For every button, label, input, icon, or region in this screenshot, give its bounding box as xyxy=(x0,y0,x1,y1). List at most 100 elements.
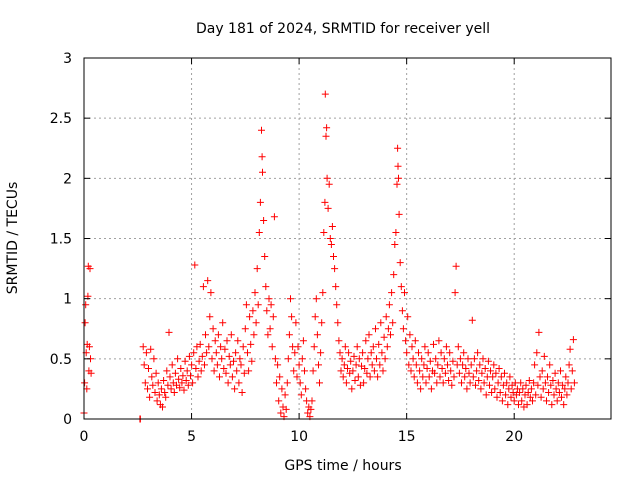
data-point-marker xyxy=(234,337,242,345)
data-point-marker xyxy=(543,397,550,405)
data-point-marker xyxy=(363,369,371,377)
data-point-marker xyxy=(323,124,331,132)
data-point-marker xyxy=(199,283,207,291)
data-point-marker xyxy=(432,355,440,363)
data-point-marker xyxy=(491,385,499,393)
data-point-marker xyxy=(313,331,321,339)
x-tick-label: 10 xyxy=(290,429,308,445)
data-point-marker xyxy=(378,349,386,357)
data-point-marker xyxy=(488,389,496,396)
data-point-marker xyxy=(317,349,325,357)
data-point-marker xyxy=(420,361,428,369)
data-point-marker xyxy=(370,367,378,375)
data-point-marker xyxy=(554,379,562,387)
data-point-marker xyxy=(154,379,162,387)
data-point-marker xyxy=(152,369,160,377)
data-point-marker xyxy=(285,331,293,339)
data-point-marker xyxy=(201,361,208,369)
data-point-marker xyxy=(309,367,317,375)
data-point-marker xyxy=(541,379,549,387)
data-point-marker xyxy=(534,381,542,389)
data-point-marker xyxy=(162,393,170,401)
data-point-marker xyxy=(141,379,149,387)
data-point-marker xyxy=(241,325,249,333)
data-point-marker xyxy=(505,385,513,393)
data-point-marker xyxy=(295,361,303,369)
data-point-marker xyxy=(230,357,237,365)
data-point-marker xyxy=(219,319,227,327)
data-point-marker xyxy=(328,223,336,230)
data-point-marker xyxy=(403,349,411,357)
data-point-marker xyxy=(181,357,189,365)
data-point-marker xyxy=(270,213,278,221)
data-point-marker xyxy=(452,262,460,270)
data-point-marker xyxy=(85,343,93,351)
data-point-marker xyxy=(496,389,504,396)
data-point-marker xyxy=(393,180,401,188)
data-point-marker xyxy=(557,367,564,375)
data-point-marker xyxy=(479,355,487,363)
data-point-marker xyxy=(546,361,554,369)
data-point-marker xyxy=(307,405,315,413)
data-point-marker xyxy=(404,313,412,321)
data-point-marker xyxy=(492,369,500,377)
data-point-marker xyxy=(426,357,434,365)
data-point-marker xyxy=(507,393,515,401)
x-tick-label: 5 xyxy=(187,429,196,445)
x-tick-label: 15 xyxy=(398,429,416,445)
data-point-marker xyxy=(397,283,405,291)
data-point-marker xyxy=(197,367,205,375)
data-point-marker xyxy=(532,391,540,399)
data-point-marker xyxy=(474,349,482,357)
data-point-marker xyxy=(506,373,514,381)
data-point-marker xyxy=(550,391,558,399)
data-point-marker xyxy=(347,357,355,365)
data-point-marker xyxy=(369,343,377,351)
data-point-marker xyxy=(417,385,425,393)
data-point-marker xyxy=(208,355,216,363)
data-point-marker xyxy=(484,357,492,365)
data-point-marker xyxy=(326,235,334,242)
data-point-marker xyxy=(254,301,262,309)
data-point-marker xyxy=(258,153,266,161)
data-point-marker xyxy=(433,379,441,387)
data-point-marker xyxy=(537,393,545,401)
data-point-marker xyxy=(153,397,161,405)
data-point-marker xyxy=(232,349,240,357)
data-point-marker xyxy=(467,361,475,369)
data-point-marker xyxy=(168,361,176,369)
data-point-marker xyxy=(478,369,486,377)
data-point-marker xyxy=(444,361,451,369)
data-point-marker xyxy=(529,397,536,405)
data-point-marker xyxy=(228,373,236,381)
data-point-marker xyxy=(139,343,147,351)
data-point-marker xyxy=(544,373,551,381)
data-point-marker xyxy=(220,365,228,372)
data-point-marker xyxy=(188,361,196,369)
data-point-marker xyxy=(435,337,443,345)
data-point-marker xyxy=(468,316,476,324)
data-point-marker xyxy=(364,355,372,363)
data-point-marker xyxy=(375,340,383,348)
data-point-marker xyxy=(563,391,571,399)
data-point-marker xyxy=(327,241,335,248)
data-point-marker xyxy=(253,265,261,273)
data-point-marker xyxy=(244,349,251,357)
data-point-marker xyxy=(180,386,188,394)
data-point-marker xyxy=(258,126,265,134)
data-point-marker xyxy=(190,349,198,357)
data-point-marker xyxy=(174,355,182,363)
data-point-marker xyxy=(318,319,326,327)
data-point-marker xyxy=(446,349,454,357)
data-point-marker xyxy=(555,389,563,396)
data-point-marker xyxy=(459,361,467,369)
x-tick-label: 20 xyxy=(505,429,523,445)
data-point-marker xyxy=(331,265,339,273)
data-point-marker xyxy=(489,373,497,381)
data-point-marker xyxy=(192,365,200,372)
data-point-marker xyxy=(549,377,557,384)
data-point-marker xyxy=(284,355,292,363)
data-point-marker xyxy=(536,373,544,381)
data-point-marker xyxy=(196,340,204,348)
data-point-marker xyxy=(379,367,387,375)
